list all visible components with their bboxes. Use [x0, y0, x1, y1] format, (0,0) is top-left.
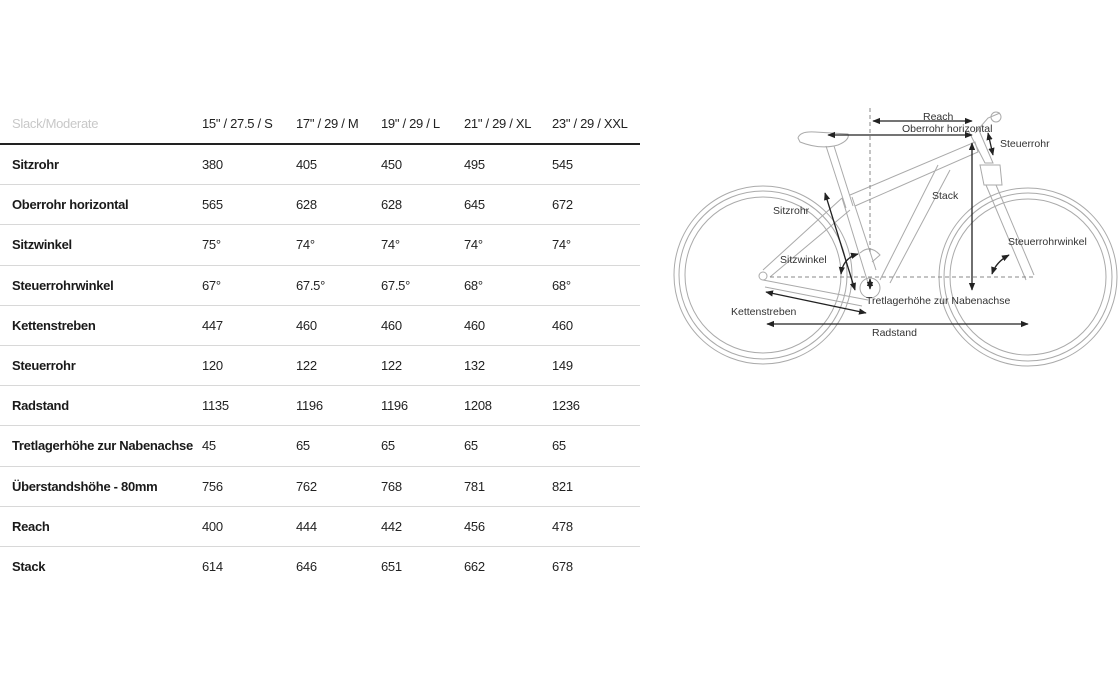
row-value: 67.5°: [296, 277, 326, 293]
row-label: Sitzwinkel: [12, 237, 72, 253]
row-value: 678: [552, 558, 573, 574]
row-value: 614: [202, 558, 223, 574]
row-value: 65: [464, 438, 478, 454]
row-label: Überstandshöhe - 80mm: [12, 478, 158, 494]
row-label: Tretlagerhöhe zur Nabenachse: [12, 438, 193, 454]
row-value: 65: [381, 438, 395, 454]
row-value: 762: [296, 478, 317, 494]
row-value: 565: [202, 197, 223, 213]
table-row: Oberrohr horizontal 565 628 628 645 672: [0, 185, 640, 226]
row-value: 1196: [381, 398, 408, 414]
header-size: 19" / 29 / L: [381, 116, 440, 131]
table-row: Tretlagerhöhe zur Nabenachse 45 65 65 65 65: [0, 426, 640, 467]
row-value: 74°: [552, 237, 571, 253]
row-value: 405: [296, 157, 317, 172]
table-header-row: Slack/Moderate 15" / 27.5 / S 17" / 29 /…: [0, 104, 640, 145]
header-size: 15" / 27.5 / S: [202, 116, 273, 131]
row-value: 67.5°: [381, 277, 411, 293]
row-value: 1196: [296, 398, 323, 414]
label-sitzwinkel: Sitzwinkel: [780, 254, 827, 266]
row-value: 662: [464, 558, 485, 574]
label-stack: Stack: [932, 190, 959, 202]
row-value: 68°: [552, 277, 571, 293]
row-value: 132: [464, 357, 485, 373]
bike-geometry-diagram: Reach Oberrohr horizontal Steuerrohr Sta…: [660, 95, 1119, 385]
header-size: 23" / 29 / XXL: [552, 116, 628, 131]
label-steuerrohrwinkel: Steuerrohrwinkel: [1008, 236, 1087, 248]
row-value: 74°: [381, 237, 400, 253]
row-label: Sitzrohr: [12, 157, 59, 172]
row-label: Radstand: [12, 398, 69, 414]
geometry-table: Slack/Moderate 15" / 27.5 / S 17" / 29 /…: [0, 104, 640, 587]
label-tretlager: Tretlagerhöhe zur Nabenachse: [866, 295, 1011, 307]
header-size: 17" / 29 / M: [296, 116, 359, 131]
row-value: 628: [381, 197, 402, 213]
row-value: 456: [464, 518, 485, 534]
row-value: 67°: [202, 277, 221, 293]
label-sitzrohr: Sitzrohr: [773, 205, 810, 217]
header-label: Slack/Moderate: [12, 116, 99, 131]
row-value: 1135: [202, 398, 229, 414]
row-value: 444: [296, 518, 317, 534]
row-value: 460: [381, 317, 402, 333]
table-row: Steuerrohr 120 122 122 132 149: [0, 346, 640, 387]
header-size: 21" / 29 / XL: [464, 116, 532, 131]
row-value: 646: [296, 558, 317, 574]
table-row: Stack 614 646 651 662 678: [0, 547, 640, 587]
row-value: 1236: [552, 398, 580, 414]
table-row: Reach 400 444 442 456 478: [0, 507, 640, 547]
row-value: 781: [464, 478, 485, 494]
label-radstand: Radstand: [872, 327, 917, 339]
table-row: Überstandshöhe - 80mm 756 762 768 781 821: [0, 467, 640, 507]
row-value: 460: [552, 317, 573, 333]
row-value: 628: [296, 197, 317, 213]
row-value: 672: [552, 197, 573, 213]
table-row: Sitzwinkel 75° 74° 74° 74° 74°: [0, 225, 640, 266]
label-oberrohr: Oberrohr horizontal: [902, 123, 992, 135]
row-value: 651: [381, 558, 402, 574]
label-reach: Reach: [923, 111, 954, 123]
table-row: Sitzrohr 380 405 450 495 545: [0, 145, 640, 186]
row-label: Steuerrohr: [12, 357, 76, 373]
row-value: 450: [381, 157, 402, 172]
row-label: Kettenstreben: [12, 317, 96, 333]
row-label: Oberrohr horizontal: [12, 197, 129, 213]
row-label: Steuerrohrwinkel: [12, 277, 114, 293]
row-value: 122: [381, 357, 402, 373]
row-value: 149: [552, 357, 573, 373]
row-value: 74°: [464, 237, 483, 253]
row-value: 122: [296, 357, 317, 373]
dimension-arrows: [765, 117, 1029, 328]
row-value: 756: [202, 478, 223, 494]
table-row: Kettenstreben 447 460 460 460 460: [0, 306, 640, 346]
row-value: 768: [381, 478, 402, 494]
row-value: 120: [202, 357, 223, 373]
row-value: 645: [464, 197, 485, 213]
row-value: 45: [202, 438, 216, 454]
row-value: 74°: [296, 237, 315, 253]
row-label: Stack: [12, 558, 46, 574]
row-value: 545: [552, 157, 573, 172]
row-value: 442: [381, 518, 402, 534]
row-value: 380: [202, 157, 223, 172]
row-value: 65: [296, 438, 310, 454]
bike-illustration: Reach Oberrohr horizontal Steuerrohr Sta…: [673, 108, 1118, 367]
row-value: 400: [202, 518, 223, 534]
label-steuerrohr: Steuerrohr: [1000, 138, 1050, 150]
label-kettenstreben: Kettenstreben: [731, 306, 797, 318]
row-value: 65: [552, 438, 566, 454]
row-value: 1208: [464, 398, 492, 414]
row-value: 495: [464, 157, 485, 172]
row-label: Reach: [12, 518, 50, 534]
row-value: 460: [464, 317, 485, 333]
row-value: 68°: [464, 277, 483, 293]
row-value: 447: [202, 317, 223, 333]
table-row: Steuerrohrwinkel 67° 67.5° 67.5° 68° 68°: [0, 266, 640, 306]
row-value: 821: [552, 478, 573, 494]
row-value: 478: [552, 518, 573, 534]
row-value: 75°: [202, 237, 221, 253]
table-row: Radstand 1135 1196 1196 1208 1236: [0, 386, 640, 427]
row-value: 460: [296, 317, 317, 333]
